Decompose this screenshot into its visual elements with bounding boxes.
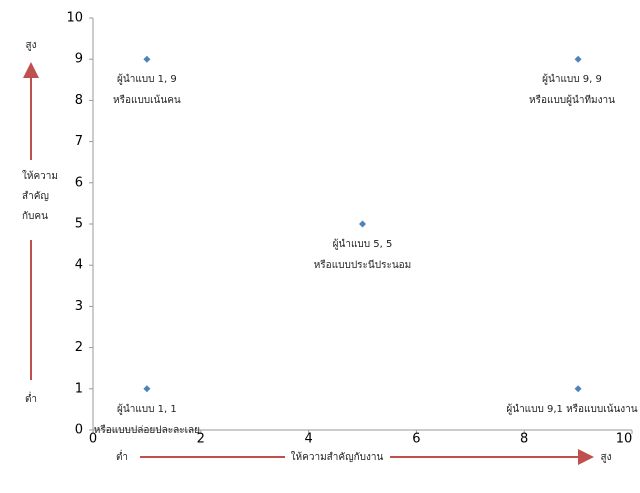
x-title: ให้ความสำคัญกับงาน bbox=[291, 451, 384, 463]
y-tick-label: 8 bbox=[75, 93, 83, 108]
y-tick-label: 0 bbox=[75, 423, 83, 438]
x-high: สูง bbox=[601, 452, 612, 463]
x-low: ต่ำ bbox=[116, 449, 128, 463]
y-tick-label: 2 bbox=[75, 340, 83, 355]
point bbox=[575, 385, 582, 392]
y-tick-label: 10 bbox=[66, 11, 83, 26]
point-annotation: ผู้นำแบบ 5, 5 bbox=[333, 238, 393, 250]
point bbox=[143, 56, 150, 63]
x-tick-label: 8 bbox=[520, 432, 528, 447]
point-annotation: ผู้นำแบบ 1, 1 bbox=[117, 403, 177, 415]
x-tick-label: 10 bbox=[616, 432, 633, 447]
point bbox=[575, 56, 582, 63]
y-tick-label: 1 bbox=[75, 381, 83, 396]
point bbox=[359, 221, 366, 228]
y-title: กับคน bbox=[22, 211, 48, 222]
chart: สูง ให้ความ สำคัญ กับคน ต่ำ ต่ำ ให้ความส… bbox=[0, 0, 640, 493]
point-annotation: ผู้นำแบบ 1, 9 bbox=[117, 73, 177, 85]
y-title: ให้ความ bbox=[22, 170, 58, 182]
point-annotation: ผู้นำแบบ 9,1 หรือแบบเน้นงาน bbox=[506, 403, 637, 415]
x-tick-label: 6 bbox=[412, 432, 420, 447]
y-low: ต่ำ bbox=[25, 391, 37, 405]
y-title: สำคัญ bbox=[22, 191, 49, 202]
y-tick-label: 9 bbox=[75, 52, 83, 67]
y-tick-label: 5 bbox=[75, 217, 83, 232]
y-tick-label: 3 bbox=[75, 299, 83, 314]
point-annotation: หรือแบบเน้นคน bbox=[113, 94, 181, 106]
point bbox=[143, 385, 150, 392]
y-high: สูง bbox=[26, 40, 37, 51]
x-tick-label: 4 bbox=[304, 432, 312, 447]
y-tick-label: 7 bbox=[75, 134, 83, 149]
y-tick-label: 4 bbox=[75, 258, 83, 273]
point-annotation: ผู้นำแบบ 9, 9 bbox=[542, 73, 602, 85]
point-annotation: หรือแบบผู้นำทีมงาน bbox=[529, 94, 615, 106]
point-annotation: หรือแบบประนีประนอม bbox=[314, 259, 412, 271]
point-annotation: หรือแบบปล่อยปละละเลย bbox=[94, 424, 200, 436]
y-tick-label: 6 bbox=[75, 175, 83, 190]
